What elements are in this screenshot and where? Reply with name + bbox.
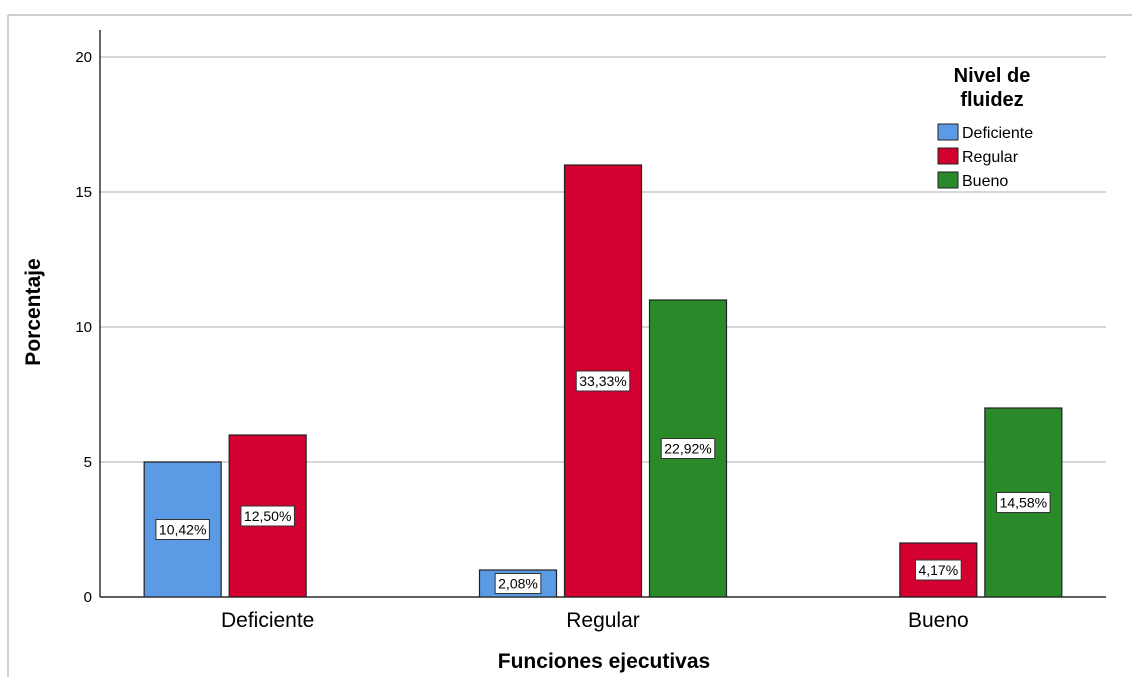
x-tick-label: Bueno <box>908 609 969 632</box>
legend-swatch-deficiente <box>937 123 959 141</box>
data-label-box <box>240 505 295 527</box>
data-label-text: 10,42% <box>159 522 206 538</box>
data-label-box <box>914 559 962 581</box>
data-label: 33,33% <box>575 370 631 392</box>
y-tick-label: 5 <box>84 454 92 471</box>
data-label-text: 22,92% <box>664 441 711 457</box>
y-tick-label: 15 <box>75 184 92 201</box>
legend-title-line2: fluidez <box>960 89 1023 111</box>
x-tick-label: Regular <box>566 609 640 632</box>
data-label-box <box>996 492 1051 513</box>
legend-label-deficiente: Deficiente <box>962 125 1033 142</box>
y-tick-label: 0 <box>84 589 92 606</box>
data-label-text: 14,58% <box>1000 495 1047 511</box>
legend-label-regular: Regular <box>962 149 1019 166</box>
data-label-text: 12,50% <box>244 508 291 524</box>
data-label-text: 4,17% <box>918 562 958 578</box>
y-tick-label: 20 <box>75 49 92 66</box>
data-label: 14,58% <box>996 492 1051 513</box>
legend-label-bueno: Bueno <box>962 173 1008 190</box>
data-label-box <box>494 573 542 594</box>
legend-swatch-regular <box>937 147 959 165</box>
data-label: 2,08% <box>494 573 542 594</box>
data-label-text: 33,33% <box>579 373 626 389</box>
data-labels: 10,42% 12,50% 2,08% 33,33% 22,92% 4,17% 14,58% <box>155 370 1051 594</box>
x-tick-label: Deficiente <box>221 609 314 632</box>
y-axis-title: Porcentaje <box>22 258 45 365</box>
data-label: 10,42% <box>155 519 210 540</box>
x-axis-title: Funciones ejecutivas <box>498 650 710 673</box>
data-label-text: 2,08% <box>498 576 538 592</box>
data-label: 22,92% <box>660 438 716 459</box>
data-label-box <box>575 370 631 392</box>
y-tick-label: 10 <box>75 319 92 336</box>
data-label-box <box>155 519 210 540</box>
data-label: 12,50% <box>240 505 295 527</box>
data-label: 4,17% <box>914 559 962 581</box>
legend-swatch-bueno <box>937 171 959 189</box>
bars <box>143 164 1063 598</box>
legend-title: Nivel de <box>954 65 1031 87</box>
data-label-box <box>660 438 716 459</box>
